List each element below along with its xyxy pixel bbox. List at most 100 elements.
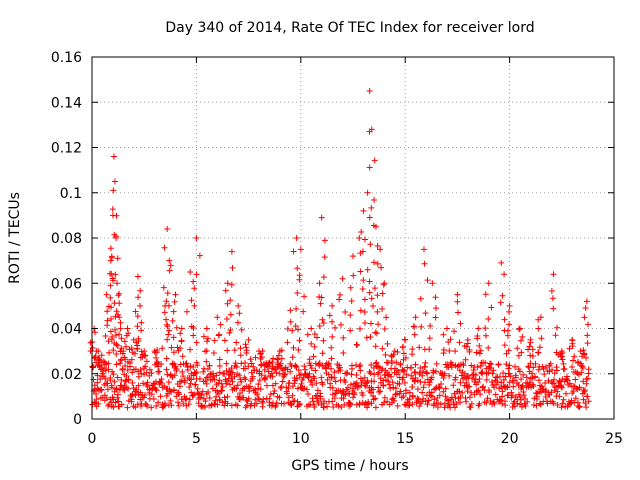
data-point	[560, 360, 567, 367]
data-point	[115, 331, 122, 338]
data-point	[457, 393, 464, 400]
data-point	[169, 317, 176, 324]
data-point	[482, 325, 489, 332]
data-point	[556, 393, 563, 400]
data-point	[297, 400, 304, 407]
data-point	[374, 292, 381, 299]
data-point	[137, 354, 144, 361]
data-point	[242, 376, 249, 383]
x-tick-label: 5	[192, 431, 201, 447]
data-point	[179, 368, 186, 375]
data-point	[450, 401, 457, 408]
data-point	[177, 345, 184, 352]
data-point	[221, 337, 228, 344]
data-point	[175, 402, 182, 409]
data-point	[107, 257, 114, 264]
data-point	[380, 382, 387, 389]
data-point	[515, 381, 522, 388]
data-point	[248, 360, 255, 367]
data-point	[210, 373, 217, 380]
data-point	[95, 400, 102, 407]
data-point	[311, 375, 318, 382]
data-point	[493, 374, 500, 381]
data-point	[214, 401, 221, 408]
data-point	[268, 402, 275, 409]
data-point	[367, 333, 374, 340]
data-point	[227, 311, 234, 318]
data-point	[353, 372, 360, 379]
data-point	[339, 275, 346, 282]
data-point	[282, 371, 289, 378]
data-point	[441, 404, 448, 411]
data-point	[180, 373, 187, 380]
data-point	[579, 365, 586, 372]
data-point	[138, 348, 145, 355]
data-point	[217, 321, 224, 328]
data-point	[118, 356, 125, 363]
data-point	[202, 398, 209, 405]
data-point	[311, 330, 318, 337]
data-point	[193, 339, 200, 346]
data-point	[530, 383, 537, 390]
data-point	[318, 374, 325, 381]
data-point	[357, 367, 364, 374]
data-point	[373, 330, 380, 337]
data-point	[295, 346, 302, 353]
data-point	[98, 386, 105, 393]
data-point	[580, 347, 587, 354]
data-point	[445, 397, 452, 404]
data-point	[142, 363, 149, 370]
data-point	[201, 403, 208, 410]
data-point	[518, 349, 525, 356]
data-point	[198, 392, 205, 399]
data-point	[234, 319, 241, 326]
data-point	[170, 349, 177, 356]
data-point	[313, 380, 320, 387]
data-point	[476, 400, 483, 407]
data-point	[399, 344, 406, 351]
data-point	[276, 394, 283, 401]
data-point	[468, 362, 475, 369]
data-point	[527, 339, 534, 346]
data-point	[190, 324, 197, 331]
data-point	[409, 384, 416, 391]
data-point	[224, 400, 231, 407]
data-point	[211, 400, 218, 407]
data-point	[308, 325, 315, 332]
data-point	[583, 354, 590, 361]
data-point	[141, 391, 148, 398]
data-point	[158, 361, 165, 368]
data-point	[110, 371, 117, 378]
data-point	[238, 326, 245, 333]
data-point	[350, 272, 357, 279]
data-point	[364, 266, 371, 273]
data-point	[170, 308, 177, 315]
data-point	[354, 384, 361, 391]
data-point	[487, 360, 494, 367]
data-point	[506, 321, 513, 328]
data-point	[216, 362, 223, 369]
data-point	[362, 400, 369, 407]
data-point	[515, 352, 522, 359]
data-point	[103, 394, 110, 401]
data-point	[221, 402, 228, 409]
data-point	[119, 350, 126, 357]
data-point	[486, 389, 493, 396]
data-point	[177, 330, 184, 337]
x-tick-label: 0	[88, 431, 97, 447]
data-point	[375, 384, 382, 391]
data-point	[372, 395, 379, 402]
data-point	[275, 359, 282, 366]
data-point	[138, 327, 145, 334]
data-point	[193, 271, 200, 278]
data-point	[167, 262, 174, 269]
data-point	[183, 360, 190, 367]
data-point	[558, 383, 565, 390]
data-point	[542, 387, 549, 394]
data-point	[137, 366, 144, 373]
data-point	[428, 374, 435, 381]
data-point	[367, 320, 374, 327]
data-point	[184, 366, 191, 373]
data-point	[545, 377, 552, 384]
data-point	[216, 331, 223, 338]
